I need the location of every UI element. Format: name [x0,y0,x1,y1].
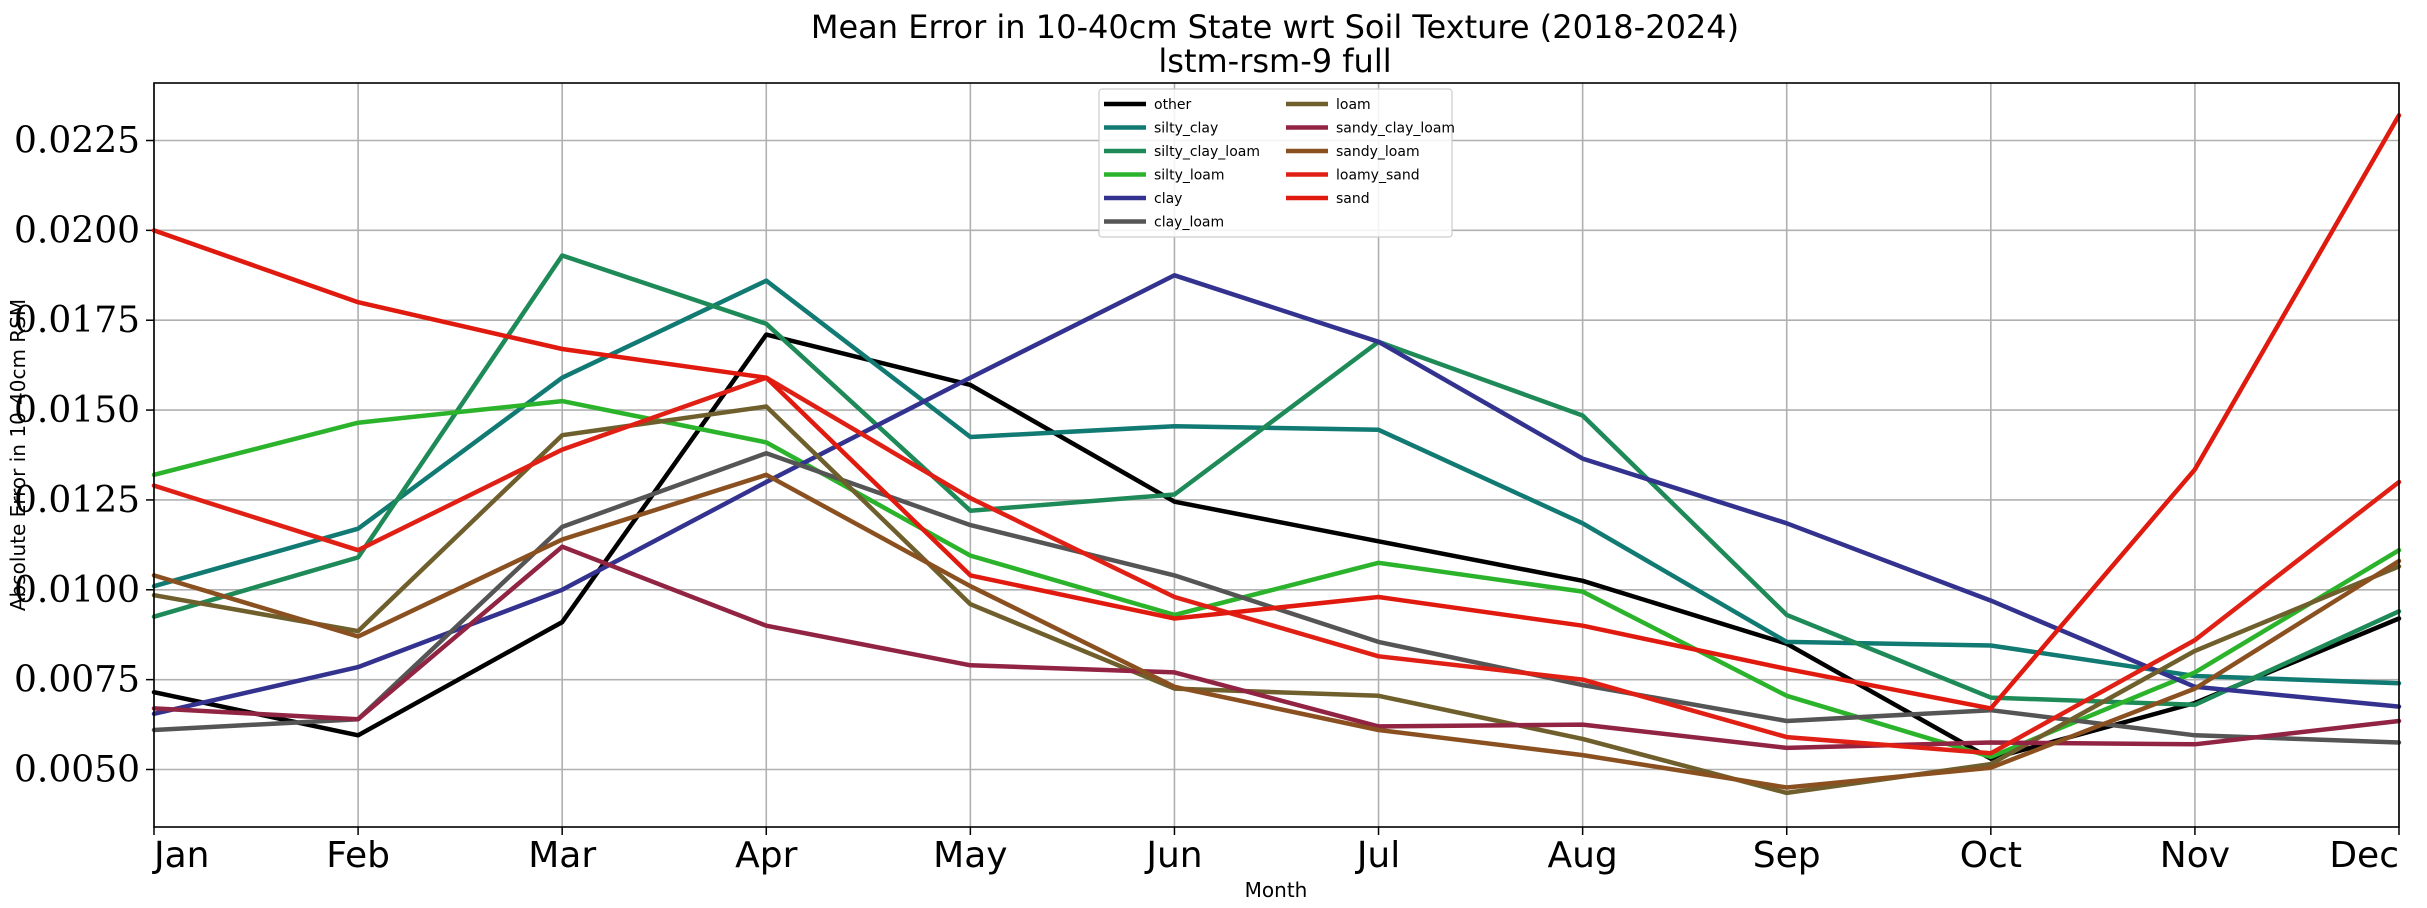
x-tick-label: Nov [2160,835,2230,876]
x-tick-label: Apr [735,835,797,876]
y-axis-label: Absolute Error in 10-40cm RSM [6,299,30,611]
series-line-sandy-loam [151,472,2402,790]
y-tick-labels: 0.0050 0.0075 0.0100 0.0125 0.0150 0.0175 0.02… [14,121,154,790]
x-tick-label: Jun [1144,835,1202,876]
series-line-clay [151,273,2402,717]
x-tick-label: Mar [528,835,596,876]
x-tick-label: Dec [2329,835,2399,876]
x-tick-label: Jan [152,835,210,876]
y-tick-label: 0.0075 [14,660,140,701]
legend-label: sandy_loam [1336,144,1420,160]
chart-title: Mean Error in 10-40cm State wrt Soil Tex… [811,8,1739,46]
y-tick-label: 0.0050 [14,749,140,790]
series-lines [151,113,2402,796]
x-tick-labels: Jan Feb Mar Apr May Jun Jul Aug Sep Oct Nov Dec [152,827,2400,876]
legend-label: clay_loam [1154,215,1224,231]
plot-frame [153,82,2400,828]
x-tick-label: Aug [1547,835,1617,876]
legend-label: silty_loam [1154,168,1225,184]
legend-label: clay [1154,191,1182,207]
legend-label: sandy_clay_loam [1336,121,1455,137]
x-tick-label: May [933,835,1007,876]
y-tick-label: 0.0225 [14,121,140,162]
x-tick-label: Feb [326,835,390,876]
y-tick-label: 0.0150 [14,390,140,431]
x-axis-label: Month [1245,878,1308,902]
legend-box [1098,88,1453,238]
legend-label: sand [1336,191,1370,207]
series-line-sandy-clay-loam [151,544,2402,751]
series-line-silty-clay-loam [151,253,2402,708]
y-tick-label: 0.0200 [14,210,140,251]
y-tick-label: 0.0175 [14,300,140,341]
legend-label: silty_clay_loam [1154,144,1260,160]
y-tick-label: 0.0125 [14,480,140,521]
legend: other silty_clay silty_clay_loam silty_loam… [1098,88,1455,238]
x-tick-label: Oct [1960,835,2022,876]
series-line-other [151,332,2402,761]
y-tick-label: 0.0100 [14,570,140,611]
series-line-loamy-sand [151,375,2402,756]
series-line-sand [151,113,2402,711]
chart-subtitle: lstm-rsm-9 full [1158,42,1391,80]
legend-label: loamy_sand [1336,168,1420,184]
legend-label: other [1154,97,1192,113]
x-tick-label: Jul [1355,835,1400,876]
x-tick-label: Sep [1753,835,1821,876]
legend-label: loam [1336,97,1371,113]
legend-label: silty_clay [1154,121,1218,137]
